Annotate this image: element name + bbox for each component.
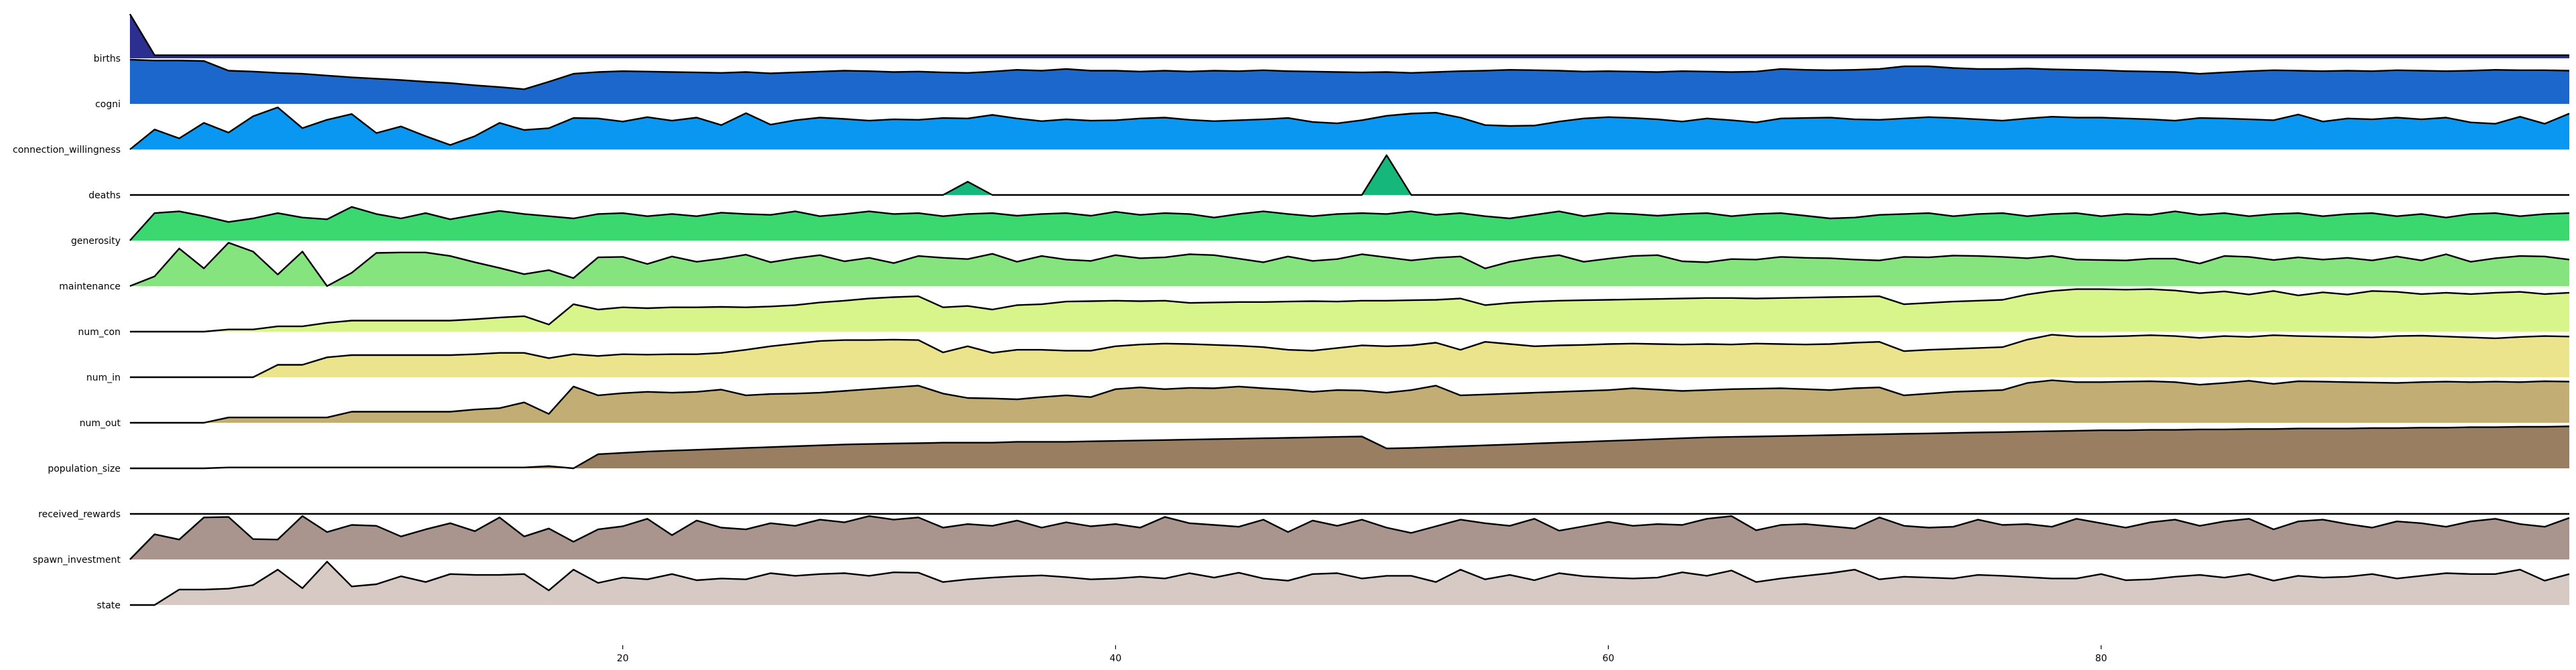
ridges-group: [129, 13, 2570, 606]
ridge-area-population_size: [130, 426, 2569, 468]
row-label-num_con: num_con: [78, 327, 121, 338]
row-label-population_size: population_size: [48, 464, 121, 474]
row-label-num_in: num_in: [86, 373, 121, 383]
row-label-state: state: [97, 600, 121, 611]
ridge-line-spawn_investment: [129, 515, 2570, 560]
row-label-received_rewards: received_rewards: [38, 509, 121, 520]
row-label-cogni: cogni: [95, 99, 121, 110]
ridge-line-state: [130, 561, 2570, 606]
ridge-line-population_size: [130, 425, 2570, 470]
ridge-line-num_out: [130, 379, 2570, 424]
row-label-generosity: generosity: [71, 236, 121, 247]
ridge-area-num_out: [130, 380, 2569, 423]
row-label-spawn_investment: spawn_investment: [33, 555, 121, 565]
x-tick-label-80: 80: [2095, 653, 2107, 664]
ridge-line-num_con: [130, 288, 2570, 333]
row-label-maintenance: maintenance: [59, 281, 121, 292]
ridge-line-maintenance: [129, 242, 2570, 287]
ridge-area-births: [130, 14, 2569, 58]
ridge-area-num_in: [130, 334, 2569, 377]
row-label-num_out: num_out: [80, 418, 121, 429]
x-tick-label-40: 40: [1110, 653, 1122, 664]
ridge-line-connection_willingness: [129, 107, 2570, 150]
ridge-area-spawn_investment: [130, 516, 2569, 559]
x-axis: 20 40 60 80: [617, 645, 2107, 664]
ridge-line-num_in: [130, 334, 2570, 379]
ridge-area-state: [130, 561, 2569, 605]
row-label-deaths: deaths: [88, 190, 121, 201]
x-tick-label-60: 60: [1602, 653, 1614, 664]
ridge-area-cogni: [130, 60, 2569, 104]
ridge-area-connection_willingness: [130, 107, 2569, 149]
ridge-line-deaths: [130, 154, 2569, 196]
ridge-line-cogni: [129, 58, 2570, 90]
ridge-area-num_con: [130, 289, 2569, 332]
ridge-area-generosity: [130, 206, 2569, 241]
ridge-area-deaths: [130, 155, 2569, 195]
ridge-line-generosity: [129, 206, 2570, 241]
ridge-area-maintenance: [130, 243, 2569, 286]
row-label-connection_willingness: connection_willingness: [13, 145, 121, 155]
x-tick-label-20: 20: [617, 653, 629, 664]
ridge-line-births: [129, 13, 2569, 56]
row-label-births: births: [94, 54, 121, 64]
